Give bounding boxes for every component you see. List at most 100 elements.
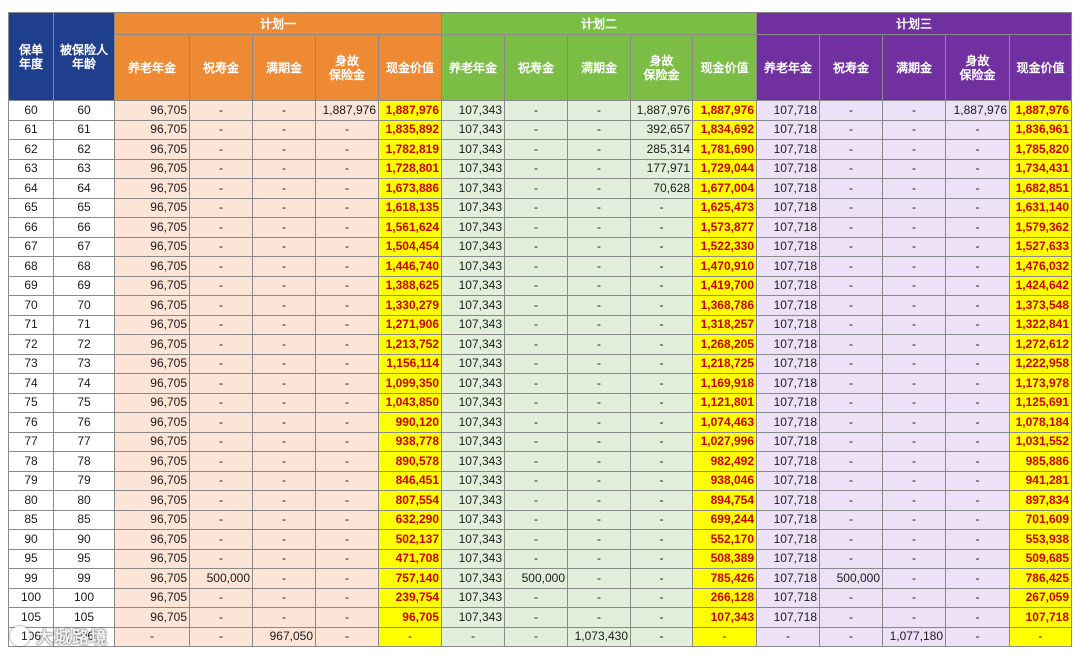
policy-year-cell: 105 — [8, 607, 54, 628]
plan1-cash-value-cell: 1,446,740 — [378, 256, 442, 277]
plan1-annuity-cell: 96,705 — [114, 256, 190, 277]
plan1-annuity-cell: 96,705 — [114, 139, 190, 160]
plan1-cash-value-header: 现金价值 — [378, 34, 442, 101]
plan1-longevity-cell: - — [189, 607, 253, 628]
plan3-cash-value-cell: 1,373,548 — [1009, 295, 1072, 316]
plan1-longevity-cell: - — [189, 256, 253, 277]
plan1-longevity-cell: - — [189, 626, 253, 647]
insured-age-cell: 99 — [53, 568, 115, 589]
plan2-annuity-cell: 107,343 — [441, 607, 505, 628]
plan2-cash-value-cell: 508,389 — [692, 548, 757, 569]
plan1-maturity-header: 满期金 — [252, 34, 316, 101]
plan3-death-benefit-header: 身故 保险金 — [945, 34, 1010, 101]
plan3-maturity-cell: - — [882, 119, 946, 140]
plan1-longevity-cell: - — [189, 139, 253, 160]
plan2-longevity-cell: - — [504, 275, 568, 296]
plan3-cash-value-cell: 897,834 — [1009, 490, 1072, 511]
insured-age-cell: 76 — [53, 412, 115, 433]
plan3-cash-value-cell: 1,424,642 — [1009, 275, 1072, 296]
plan2-death-benefit-cell: - — [630, 587, 693, 608]
plan2-cash-value-cell: 938,046 — [692, 470, 757, 491]
plan1-cash-value-cell: 757,140 — [378, 568, 442, 589]
plan3-cash-value-cell: 1,887,976 — [1009, 100, 1072, 121]
plan2-longevity-cell: - — [504, 470, 568, 491]
plan1-maturity-cell: - — [252, 295, 316, 316]
plan3-maturity-cell: 1,077,180 — [882, 626, 946, 647]
plan2-cash-value-cell: 1,368,786 — [692, 295, 757, 316]
insured-age-cell: 95 — [53, 548, 115, 569]
plan3-annuity-cell: 107,718 — [756, 451, 820, 472]
plan1-cash-value-cell: 1,561,624 — [378, 217, 442, 238]
plan2-longevity-cell: - — [504, 119, 568, 140]
plan1-maturity-cell: 967,050 — [252, 626, 316, 647]
plan2-annuity-cell: 107,343 — [441, 334, 505, 355]
plan3-annuity-cell: 107,718 — [756, 607, 820, 628]
plan3-death-benefit-cell: - — [945, 626, 1010, 647]
plan2-cash-value-cell: 552,170 — [692, 529, 757, 550]
plan3-annuity-header: 养老年金 — [756, 34, 820, 101]
plan3-cash-value-cell: 1,527,633 — [1009, 236, 1072, 257]
plan2-longevity-cell: - — [504, 587, 568, 608]
plan1-annuity-cell: 96,705 — [114, 197, 190, 218]
plan2-longevity-cell: - — [504, 548, 568, 569]
insured-age-cell: 80 — [53, 490, 115, 511]
plan1-annuity-header: 养老年金 — [114, 34, 190, 101]
policy-year-cell: 63 — [8, 158, 54, 179]
plan3-longevity-cell: - — [819, 217, 883, 238]
plan3-longevity-cell: - — [819, 607, 883, 628]
plan3-longevity-cell: - — [819, 392, 883, 413]
plan1-annuity-cell: 96,705 — [114, 451, 190, 472]
policy-year-cell: 64 — [8, 178, 54, 199]
plan2-cash-value-cell: 1,121,801 — [692, 392, 757, 413]
plan2-death-benefit-cell: - — [630, 548, 693, 569]
plan3-maturity-cell: - — [882, 178, 946, 199]
plan2-annuity-cell: 107,343 — [441, 548, 505, 569]
plan3-death-benefit-cell: - — [945, 295, 1010, 316]
insured-age-cell: 85 — [53, 509, 115, 530]
plan1-longevity-cell: - — [189, 295, 253, 316]
plan2-cash-value-cell: 1,729,044 — [692, 158, 757, 179]
plan2-maturity-cell: - — [567, 607, 631, 628]
plan3-maturity-cell: - — [882, 451, 946, 472]
table-row: 78 78 96,705- - -890,578 107,343- - -982,492 107… — [8, 451, 1072, 472]
plan2-annuity-cell: 107,343 — [441, 509, 505, 530]
plan2-death-benefit-cell: - — [630, 568, 693, 589]
plan1-maturity-cell: - — [252, 607, 316, 628]
plan1-maturity-cell: - — [252, 158, 316, 179]
plan1-annuity-cell: 96,705 — [114, 509, 190, 530]
plan2-death-benefit-cell: - — [630, 236, 693, 257]
plan1-death-benefit-cell: - — [315, 353, 379, 374]
insured-age-cell: 106 — [53, 626, 115, 647]
table-row: 80 80 96,705- - -807,554 107,343- - -894,754 107… — [8, 490, 1072, 511]
plan2-longevity-cell: - — [504, 236, 568, 257]
policy-year-cell: 62 — [8, 139, 54, 160]
plan1-cash-value-cell: 990,120 — [378, 412, 442, 433]
insured-age-cell: 77 — [53, 431, 115, 452]
plan1-annuity-cell: 96,705 — [114, 353, 190, 374]
plan2-death-benefit-cell: - — [630, 353, 693, 374]
plan3-cash-value-cell: 1,125,691 — [1009, 392, 1072, 413]
plan2-cash-value-cell: 1,522,330 — [692, 236, 757, 257]
plan1-longevity-cell: - — [189, 275, 253, 296]
plan3-cash-value-cell: 1,476,032 — [1009, 256, 1072, 277]
plan1-longevity-cell: - — [189, 334, 253, 355]
insured-age-cell: 62 — [53, 139, 115, 160]
plan1-longevity-cell: - — [189, 548, 253, 569]
plan3-cash-value-cell: 1,031,552 — [1009, 431, 1072, 452]
plan1-longevity-cell: - — [189, 119, 253, 140]
plan2-death-benefit-cell: - — [630, 334, 693, 355]
plan1-death-benefit-cell: - — [315, 451, 379, 472]
plan3-annuity-cell: 107,718 — [756, 139, 820, 160]
plan2-cash-value-header: 现金价值 — [692, 34, 757, 101]
plan1-death-benefit-cell: - — [315, 217, 379, 238]
plan1-longevity-cell: - — [189, 470, 253, 491]
table-row: 85 85 96,705- - -632,290 107,343- - -699,244 107… — [8, 509, 1072, 530]
plan3-cash-value-header: 现金价值 — [1009, 34, 1072, 101]
plan2-death-benefit-cell: 285,314 — [630, 139, 693, 160]
plan1-death-benefit-cell: - — [315, 295, 379, 316]
plan2-longevity-cell: 500,000 — [504, 568, 568, 589]
plan2-maturity-cell: - — [567, 451, 631, 472]
plan2-annuity-cell: 107,343 — [441, 568, 505, 589]
policy-year-cell: 65 — [8, 197, 54, 218]
benefit-table: 保单 年度 被保险人 年龄 计划一 计划二 计划三 养老年金 祝寿金 满期金 身… — [8, 12, 1072, 647]
